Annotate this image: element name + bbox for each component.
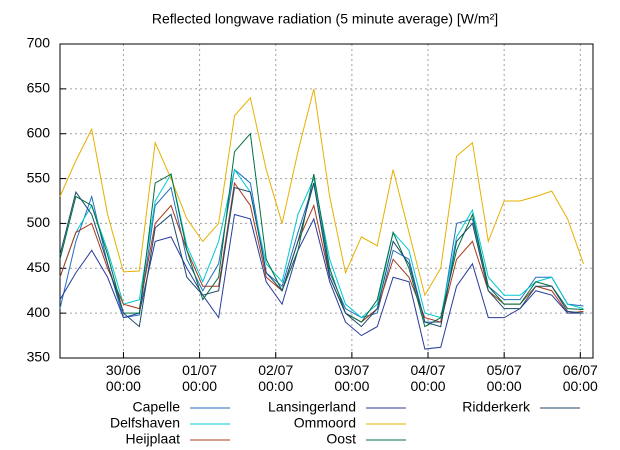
x-tick-label: 03/07 00:00 bbox=[334, 362, 370, 394]
legend-label: Ridderkerk bbox=[462, 399, 531, 415]
series-line bbox=[59, 182, 584, 328]
plot-frame bbox=[59, 43, 594, 359]
legend-label: Oost bbox=[326, 431, 356, 447]
legend-label: Heijplaat bbox=[126, 431, 181, 447]
series-line bbox=[59, 181, 584, 323]
series-line bbox=[59, 168, 584, 323]
y-tick-label: 700 bbox=[27, 35, 51, 51]
x-tick-label: 02/07 00:00 bbox=[258, 362, 294, 394]
x-tick-label: 06/07 00:00 bbox=[562, 362, 598, 394]
legend-label: Capelle bbox=[133, 399, 181, 415]
x-tick-label: 01/07 00:00 bbox=[182, 362, 218, 394]
x-tick-label: 30/06 00:00 bbox=[105, 362, 141, 394]
x-tick-label: 04/07 00:00 bbox=[410, 362, 446, 394]
series-line bbox=[59, 88, 584, 297]
y-tick-label: 350 bbox=[27, 349, 51, 365]
series-line bbox=[59, 213, 584, 350]
legend-label: Delfshaven bbox=[110, 415, 180, 431]
legend-label: Ommoord bbox=[294, 415, 356, 431]
y-tick-label: 400 bbox=[27, 304, 51, 320]
y-tick-label: 650 bbox=[27, 80, 51, 96]
y-tick-label: 600 bbox=[27, 124, 51, 140]
chart-title: Reflected longwave radiation (5 minute a… bbox=[152, 11, 498, 27]
legend-label: Lansingerland bbox=[268, 399, 356, 415]
x-tick-label: 05/07 00:00 bbox=[486, 362, 522, 394]
y-tick-label: 450 bbox=[27, 259, 51, 275]
series-line bbox=[59, 132, 584, 328]
y-tick-label: 550 bbox=[27, 169, 51, 185]
y-tick-label: 500 bbox=[27, 214, 51, 230]
